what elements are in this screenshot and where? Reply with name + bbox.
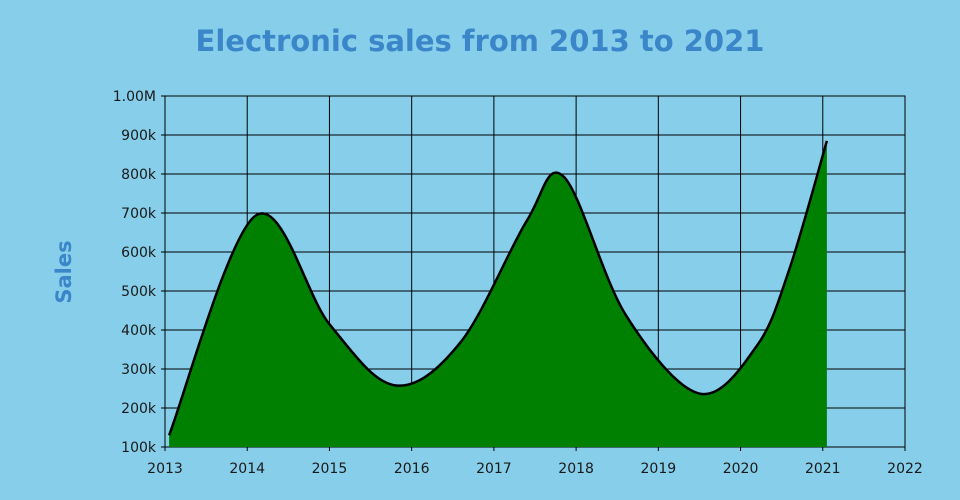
y-tick-labels: 100k 200k 300k 400k 500k 600k 700k 800k 900k 1.00… — [113, 89, 157, 456]
y-tick-label: 200k — [121, 401, 157, 417]
x-tick-label: 2020 — [723, 461, 759, 477]
x-tick-label: 2013 — [147, 461, 183, 477]
x-tick-label: 2017 — [476, 461, 512, 477]
y-tick-label: 700k — [121, 206, 157, 222]
y-tick-label: 800k — [121, 167, 157, 183]
x-tick-label: 2016 — [394, 461, 430, 477]
y-tick-label: 300k — [121, 362, 157, 378]
x-tick-label: 2015 — [312, 461, 348, 477]
y-tick-label: 100k — [121, 440, 157, 456]
x-tick-label: 2018 — [558, 461, 594, 477]
x-tick-labels: 2013 2014 2015 2016 2017 2018 2019 2020 2021 2022 — [147, 461, 923, 477]
y-tick-label: 400k — [121, 323, 157, 339]
chart-title: Electronic sales from 2013 to 2021 — [195, 24, 765, 58]
y-tick-label: 600k — [121, 245, 157, 261]
x-tick-label: 2022 — [887, 461, 923, 477]
series-area-fill — [169, 140, 827, 447]
series-line — [167, 140, 829, 436]
x-tick-label: 2021 — [805, 461, 841, 477]
y-tick-label: 500k — [121, 284, 157, 300]
x-tick-label: 2019 — [641, 461, 677, 477]
y-tick-label: 900k — [121, 128, 157, 144]
x-tick-label: 2014 — [229, 461, 265, 477]
y-tick-label: 1.00M — [113, 89, 156, 105]
